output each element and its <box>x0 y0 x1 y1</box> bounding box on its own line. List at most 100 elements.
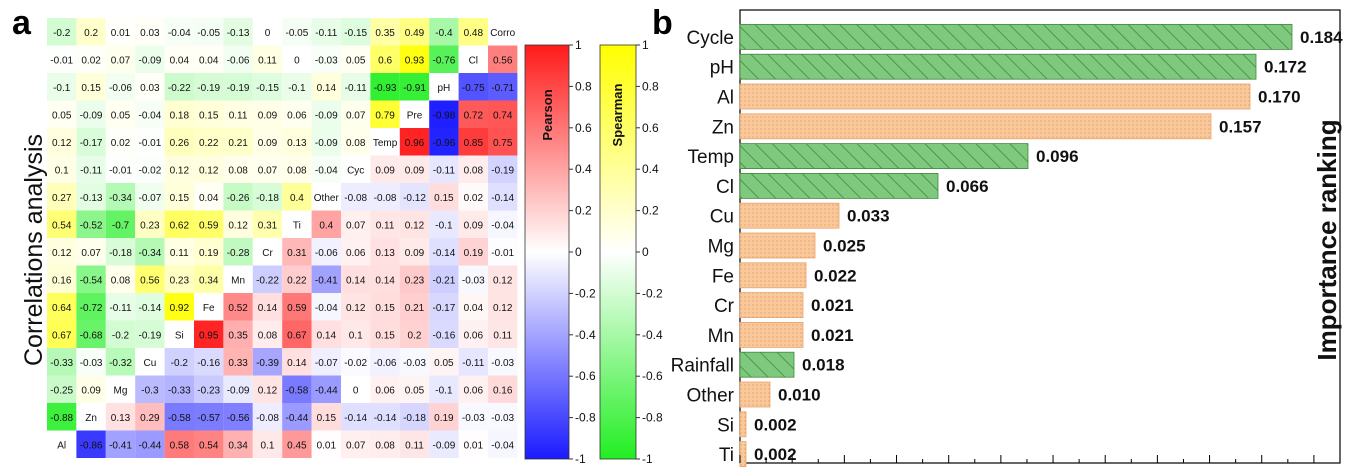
heatmap-cell-value: -0.09 <box>315 138 338 149</box>
heatmap-cell-value: -0.06 <box>315 248 338 259</box>
bar-ti <box>739 441 747 467</box>
bar-category-label: Fe <box>712 266 734 287</box>
heatmap-cell <box>223 100 253 128</box>
heatmap-cell-value: 0.54 <box>52 220 72 231</box>
heatmap-cell-value: 0.23 <box>405 275 425 286</box>
heatmap-cell-value: 0.92 <box>170 303 190 314</box>
colorbar-tick-label: 0.6 <box>575 121 592 135</box>
heatmap-diagonal-label: Corro <box>490 28 515 39</box>
heatmap-cell-value: 0.15 <box>81 83 101 94</box>
heatmap-cell <box>311 348 341 376</box>
heatmap-cell-value: 0.09 <box>375 165 395 176</box>
bar-value-label: 0.033 <box>847 207 890 226</box>
heatmap-cell <box>76 128 106 156</box>
heatmap-cell-value: -0.4 <box>435 28 453 39</box>
heatmap-cell <box>282 238 312 266</box>
heatmap-cell-value: -0.09 <box>315 110 338 121</box>
heatmap-cell <box>488 128 518 156</box>
heatmap-cell-value: 0.48 <box>464 28 484 39</box>
heatmap-cell-value: 0.11 <box>493 330 512 341</box>
heatmap-cell-value: -0.72 <box>80 303 103 314</box>
heatmap-cell-value: 0.15 <box>375 330 395 341</box>
heatmap-cell <box>135 403 165 431</box>
heatmap-cell <box>194 100 224 128</box>
heatmap-cell-value: -0.11 <box>462 358 484 369</box>
heatmap-cell <box>399 403 430 431</box>
heatmap-cell <box>164 430 194 458</box>
heatmap-cell-value: 0.09 <box>258 110 278 121</box>
heatmap-cell-value: 0.13 <box>375 248 395 259</box>
heatmap-cell-value: 0.12 <box>346 303 366 314</box>
heatmap-cell <box>223 238 253 266</box>
colorbar-tick-label: -0.2 <box>575 286 596 300</box>
heatmap-cell <box>252 73 283 101</box>
heatmap-cell-value: 0.52 <box>228 303 248 314</box>
heatmap-cell-value: 0.12 <box>170 165 190 176</box>
heatmap-cell-value: -0.11 <box>109 303 131 314</box>
heatmap-cell <box>223 348 253 376</box>
heatmap-cell <box>311 238 341 266</box>
heatmap-cell-value: -0.26 <box>227 193 250 204</box>
heatmap-cell <box>399 128 430 156</box>
colorbar-tick-label: -1 <box>642 452 653 466</box>
heatmap-cell-value: 0.05 <box>405 385 425 396</box>
heatmap-cell <box>429 128 459 156</box>
heatmap-cell-value: 0.03 <box>140 28 160 39</box>
heatmap-cell <box>47 210 77 238</box>
heatmap-cell <box>341 73 371 101</box>
heatmap-cell <box>282 45 312 73</box>
heatmap-cell-value: -0.04 <box>491 440 514 451</box>
heatmap-cell <box>370 403 400 431</box>
heatmap-cell-value: -0.75 <box>462 83 485 94</box>
heatmap-cell <box>341 183 371 211</box>
heatmap-cell <box>252 265 283 293</box>
heatmap-cell <box>341 320 371 348</box>
heatmap-cell-value: -0.17 <box>433 303 456 314</box>
heatmap-cell <box>164 100 194 128</box>
heatmap-cell-value: 0.19 <box>434 413 454 424</box>
heatmap-cell <box>105 238 136 266</box>
bar-cycle <box>739 23 1293 50</box>
heatmap-cell-value: -0.08 <box>344 193 367 204</box>
heatmap-cell <box>311 45 341 73</box>
colorbar-tick-label: 0.2 <box>575 204 592 218</box>
heatmap-cell <box>429 265 459 293</box>
bar-category-label: Mg <box>708 237 734 258</box>
heatmap-cell <box>252 210 283 238</box>
heatmap-diagonal-label: Mn <box>231 275 245 286</box>
heatmap-cell <box>135 210 165 238</box>
heatmap-cell-value: 0.11 <box>258 55 277 66</box>
heatmap-cell <box>105 45 136 73</box>
heatmap-cell-value: -0.28 <box>227 248 250 259</box>
heatmap-cell <box>370 210 400 238</box>
heatmap-cell-value: 0.11 <box>405 440 424 451</box>
heatmap-cell-value: -0.19 <box>491 165 514 176</box>
heatmap-cell <box>458 403 488 431</box>
heatmap-cell <box>47 183 77 211</box>
heatmap-cell <box>164 128 194 156</box>
bar-mg <box>739 232 816 259</box>
heatmap-cell-value: -0.2 <box>112 330 130 341</box>
heatmap-cell <box>194 265 224 293</box>
heatmap-cell <box>311 265 341 293</box>
heatmap-diagonal-cell <box>399 100 430 128</box>
heatmap-cell <box>223 210 253 238</box>
heatmap-cell-value: -0.22 <box>168 83 191 94</box>
heatmap-cell <box>488 73 518 101</box>
heatmap-cell <box>252 293 283 321</box>
heatmap-cell-value: -0.03 <box>462 275 485 286</box>
heatmap-cell <box>223 73 253 101</box>
heatmap-cell-value: 0.49 <box>405 28 425 39</box>
heatmap-cell-value: 0.14 <box>375 275 395 286</box>
heatmap-cell-value: 0.14 <box>258 303 278 314</box>
colorbar-tick-label: 0.2 <box>642 204 659 218</box>
heatmap-cell-value: -0.58 <box>286 385 309 396</box>
heatmap-cell-value: 0.07 <box>111 55 131 66</box>
heatmap-cell-value: 0.23 <box>170 275 190 286</box>
heatmap-cell-value: 0.07 <box>258 165 278 176</box>
heatmap-cell <box>47 403 77 431</box>
heatmap-cell-value: 0.85 <box>464 138 484 149</box>
heatmap-cell-value: -0.16 <box>197 358 220 369</box>
heatmap-cell-value: -0.71 <box>491 83 514 94</box>
heatmap-cell-value: 0.02 <box>111 138 131 149</box>
